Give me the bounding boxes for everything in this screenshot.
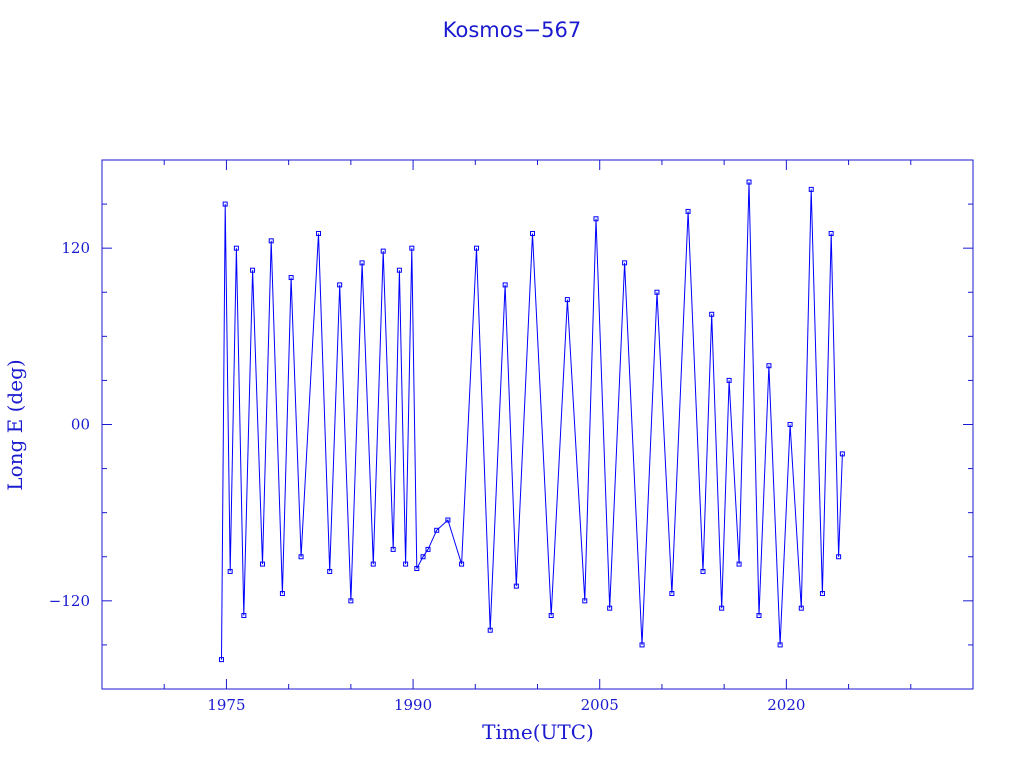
data-point	[298, 554, 304, 560]
data-point	[268, 238, 274, 244]
axis-ticks: 1975 1990 2005 2020 120 00 −120	[49, 160, 973, 714]
data-point	[227, 568, 233, 574]
data-point	[420, 554, 426, 560]
data-point	[434, 527, 440, 533]
data-point	[828, 230, 834, 236]
data-point	[839, 451, 845, 457]
data-point	[709, 311, 715, 317]
data-point	[459, 561, 465, 567]
x-tick-label: 1975	[207, 696, 245, 714]
data-point	[390, 546, 396, 552]
data-point	[218, 657, 224, 663]
data-point	[222, 201, 228, 207]
data-point	[425, 546, 431, 552]
data-point	[700, 568, 706, 574]
data-point	[380, 248, 386, 254]
y-axis-label: Long E (deg)	[3, 359, 27, 490]
data-point	[359, 260, 365, 266]
data-point	[766, 363, 772, 369]
x-tick-label: 2020	[767, 696, 805, 714]
data-point	[564, 297, 570, 303]
x-tick-label: 2005	[581, 696, 619, 714]
data-point	[327, 568, 333, 574]
data-point	[241, 613, 247, 619]
data-point	[669, 590, 675, 596]
data-point	[819, 590, 825, 596]
data-point	[836, 554, 842, 560]
data-point	[337, 282, 343, 288]
data-point	[288, 275, 294, 281]
chart-title: Kosmos−567	[443, 18, 581, 42]
data-point	[582, 598, 588, 604]
data-point	[260, 561, 266, 567]
data-point	[414, 566, 420, 572]
data-point	[513, 583, 519, 589]
data-point	[798, 605, 804, 611]
data-point	[316, 230, 322, 236]
data-point	[736, 561, 742, 567]
data-point	[279, 590, 285, 596]
data-point	[808, 186, 814, 192]
data-point	[654, 289, 660, 295]
data-point	[622, 260, 628, 266]
data-point	[403, 561, 409, 567]
y-tick-label: −120	[49, 592, 90, 610]
data-point	[777, 642, 783, 648]
data-point	[370, 561, 376, 567]
data-point	[719, 605, 725, 611]
data-point	[548, 613, 554, 619]
data-point	[348, 598, 354, 604]
data-point	[685, 208, 691, 214]
data-point	[409, 245, 415, 251]
data-point	[639, 642, 645, 648]
data-point	[487, 627, 493, 633]
data-point	[726, 377, 732, 383]
x-axis-label: Time(UTC)	[482, 720, 594, 744]
data-point	[746, 179, 752, 185]
data-point	[445, 517, 451, 523]
data-point	[756, 613, 762, 619]
x-tick-label: 1990	[394, 696, 432, 714]
y-tick-label: 00	[71, 416, 90, 434]
series-line	[221, 181, 843, 660]
y-tick-label: 120	[61, 239, 90, 257]
data-point	[474, 245, 480, 251]
data-point	[607, 605, 613, 611]
data-point	[593, 216, 599, 222]
data-point	[233, 245, 239, 251]
data-point	[530, 230, 536, 236]
data-point	[502, 282, 508, 288]
series-layer	[218, 179, 845, 663]
data-point	[787, 422, 793, 427]
data-point	[396, 267, 402, 273]
data-point	[250, 267, 256, 273]
